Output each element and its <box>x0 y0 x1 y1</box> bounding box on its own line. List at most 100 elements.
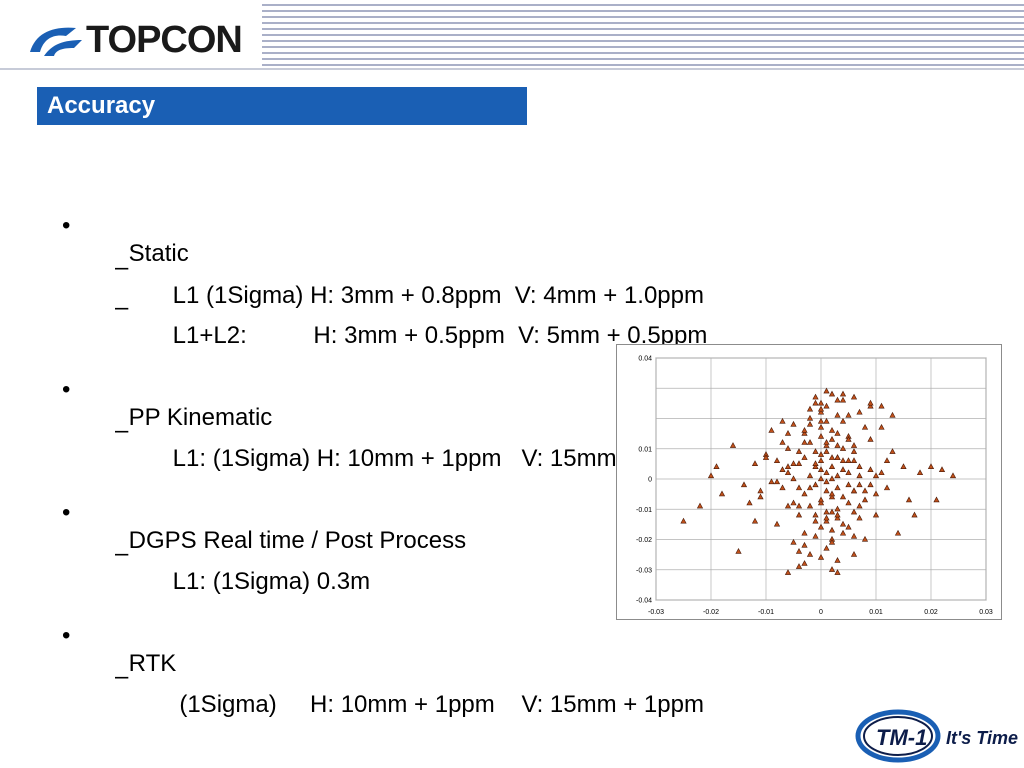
bullet-pp-kinematic: • PP Kinematic <box>62 348 273 460</box>
data-point <box>795 484 803 491</box>
sub-bullet: – L1: (1Sigma) 0.3m <box>115 512 370 624</box>
x-tick-label: -0.01 <box>758 609 774 616</box>
sub-bullet: – L1 (1Sigma) H: 3mm + 0.8ppm V: 4mm + 1… <box>115 226 704 338</box>
data-point <box>823 514 830 521</box>
data-point <box>845 481 852 488</box>
data-point <box>817 475 825 482</box>
data-point <box>795 502 803 509</box>
data-point <box>861 535 869 542</box>
data-point <box>845 411 852 418</box>
x-tick-label: 0.02 <box>924 609 938 616</box>
bullet-static: • Static <box>62 184 189 296</box>
data-point <box>894 529 902 536</box>
data-point <box>784 445 792 451</box>
data-point <box>806 439 814 445</box>
data-point <box>823 439 830 445</box>
data-point <box>757 487 764 494</box>
tagline: It's Time <box>946 728 1018 748</box>
data-point <box>823 544 830 551</box>
data-point <box>867 402 874 409</box>
data-point <box>861 423 869 430</box>
data-point <box>889 411 896 418</box>
y-tick-label: 0.01 <box>638 446 652 453</box>
dash-marker: – <box>115 540 129 567</box>
dash-marker: – <box>115 417 129 444</box>
data-point <box>850 487 858 494</box>
data-point <box>828 490 836 497</box>
data-point <box>812 481 819 488</box>
data-point <box>812 463 819 469</box>
slide-header: TOPCON <box>0 0 1024 72</box>
data-point <box>773 520 781 527</box>
data-point <box>867 436 874 442</box>
sub-bullet-text: L1 (1Sigma) H: 3mm + 0.8ppm V: 4mm + 1.0… <box>172 282 704 309</box>
data-point <box>812 511 819 518</box>
data-point <box>823 469 830 476</box>
title-bar: Accuracy <box>37 87 527 125</box>
product-name: TM-1 <box>876 725 927 750</box>
y-tick-label: -0.04 <box>636 598 652 605</box>
data-point <box>828 390 836 397</box>
data-point <box>784 502 792 509</box>
data-point <box>828 426 836 433</box>
data-point <box>795 511 803 518</box>
y-tick-label: 0 <box>648 477 652 484</box>
x-tick-label: -0.03 <box>648 609 664 616</box>
data-point <box>696 502 704 509</box>
data-point <box>872 472 880 479</box>
data-point <box>790 420 797 427</box>
data-point <box>779 417 786 424</box>
data-point <box>806 550 814 557</box>
scatter-chart: 0.04 0.01 0 -0.01 -0.02 -0.03 -0.04 -0.03 -0.02 -… <box>616 344 1002 620</box>
data-point <box>856 481 863 488</box>
brand-name: TOPCON <box>86 19 243 61</box>
data-point <box>828 508 836 515</box>
bullet-marker: • <box>62 212 71 239</box>
x-tick-label: -0.02 <box>703 609 719 616</box>
data-point <box>812 448 819 454</box>
sub-bullet-text: (1Sigma) H: 10mm + 1ppm V: 15mm + 1ppm <box>172 691 704 718</box>
data-point <box>834 454 841 460</box>
data-point <box>828 475 836 482</box>
data-point <box>768 426 775 433</box>
tm1-logo-svg: TM-1 It's Time <box>852 704 1024 768</box>
data-point <box>861 487 869 494</box>
dash-marker: – <box>115 663 129 690</box>
data-point <box>839 529 847 536</box>
data-point <box>817 496 825 503</box>
data-point <box>751 517 759 524</box>
data-point <box>861 496 869 503</box>
data-point <box>773 478 781 485</box>
data-point <box>834 472 841 479</box>
data-point <box>806 502 814 509</box>
data-point <box>845 499 852 506</box>
data-point <box>828 493 836 500</box>
data-point <box>790 538 797 545</box>
data-point <box>790 475 797 482</box>
data-point <box>801 426 808 433</box>
data-point <box>801 560 808 566</box>
data-point <box>817 408 825 415</box>
data-point <box>784 469 792 476</box>
bullet-label: Static <box>128 240 189 267</box>
data-point <box>817 554 825 560</box>
data-point <box>790 499 797 506</box>
data-point <box>762 454 770 460</box>
data-point <box>757 493 764 500</box>
data-point <box>784 429 792 436</box>
data-point <box>828 463 836 469</box>
data-point <box>933 496 940 503</box>
data-point <box>795 448 803 454</box>
data-point <box>707 472 715 479</box>
bullet-marker: • <box>62 499 71 526</box>
data-point <box>784 463 792 469</box>
bullet-label: RTK <box>128 650 177 677</box>
data-point <box>806 405 814 412</box>
data-point <box>828 538 836 545</box>
data-point <box>834 411 841 418</box>
data-point <box>795 563 803 569</box>
sub-bullet: – L1+L2: H: 3mm + 0.5ppm V: 5mm + 0.5ppm <box>115 266 707 378</box>
bullet-label: DGPS Real time / Post Process <box>128 527 467 554</box>
bullet-label: PP Kinematic <box>128 404 273 431</box>
data-point <box>883 484 891 491</box>
